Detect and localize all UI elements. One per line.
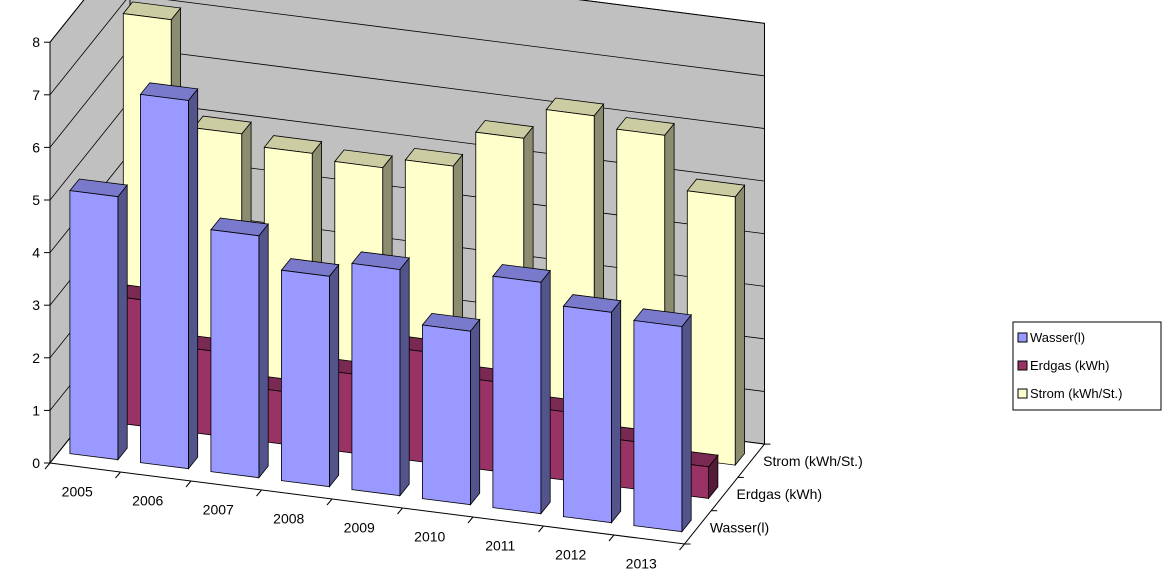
legend-swatch-1	[1017, 360, 1028, 371]
bar-side	[611, 299, 622, 524]
bar	[280, 258, 340, 488]
x-tick-mark	[679, 543, 685, 551]
bar-side	[399, 256, 410, 497]
y-tick-label: 0	[32, 455, 40, 471]
x-tick-label: 2011	[485, 538, 515, 554]
bar-front	[633, 320, 683, 533]
x-tick-mark	[185, 480, 192, 488]
bar-front	[69, 190, 119, 461]
legend-swatch-0	[1017, 332, 1028, 343]
x-tick-label: 2009	[344, 520, 375, 536]
bar-side	[469, 318, 481, 506]
bar	[69, 178, 128, 461]
bar-side	[540, 269, 551, 515]
bar-front	[421, 324, 471, 506]
x-tick-mark	[44, 462, 51, 470]
x-tick-mark	[115, 471, 121, 479]
legend-label-0: Wasser(l)	[1030, 330, 1085, 345]
legend-swatch-2	[1017, 388, 1028, 399]
x-tick-mark	[256, 489, 262, 497]
z-tick-label: Erdgas (kWh)	[737, 486, 823, 502]
legend-box	[1012, 321, 1162, 411]
bar	[210, 217, 269, 479]
bar-front	[492, 275, 542, 515]
x-tick-label: 2006	[132, 493, 163, 509]
bar-front	[280, 269, 330, 488]
y-tick-label: 6	[32, 139, 40, 155]
axes	[44, 41, 771, 551]
legend: Wasser(l) Erdgas (kWh) Strom (kWh/St.)	[1012, 321, 1162, 411]
bar-front	[210, 229, 260, 479]
bar-side	[187, 87, 199, 470]
x-tick-mark	[467, 516, 474, 524]
z-tick-label: Strom (kWh/St.)	[763, 453, 863, 469]
labels: 0 1 2 3 4 5 6 7 8 2005 2006 2007 2008 2009 2010 2011 201…	[32, 34, 863, 571]
bar	[421, 312, 481, 506]
y-tick-label: 7	[32, 87, 40, 103]
bar	[351, 251, 410, 497]
bar-side	[117, 183, 128, 461]
y-tick-label: 1	[32, 402, 40, 418]
bar-side	[734, 184, 745, 467]
bar	[139, 82, 199, 470]
bar	[492, 264, 551, 515]
bar	[562, 294, 622, 524]
x-tick-mark	[538, 525, 544, 533]
x-tick-label: 2012	[555, 547, 586, 563]
bar-front	[351, 262, 401, 497]
gridline	[49, 0, 765, 96]
bar-front	[139, 93, 189, 470]
legend-label-2: Strom (kWh/St.)	[1030, 386, 1122, 401]
x-tick-mark	[326, 498, 333, 506]
bar-front	[563, 305, 612, 524]
x-tick-label: 2007	[203, 502, 234, 518]
z-tick-label: Wasser(l)	[710, 519, 769, 535]
y-tick-label: 4	[32, 245, 40, 261]
bar-side	[328, 263, 340, 488]
bar	[633, 308, 692, 533]
x-tick-label: 2010	[414, 529, 445, 545]
bar	[686, 178, 746, 467]
gridline	[49, 0, 765, 43]
bar-side	[258, 222, 269, 479]
x-tick-mark	[397, 507, 403, 515]
x-tick-label: 2008	[273, 511, 304, 527]
bars	[69, 1, 746, 533]
bar-front	[686, 190, 736, 466]
bar-side	[681, 313, 692, 533]
legend-label-1: Erdgas (kWh)	[1030, 358, 1109, 373]
x-tick-label: 2005	[62, 484, 93, 500]
y-tick-label: 3	[32, 297, 40, 313]
x-tick-mark	[608, 534, 615, 542]
y-tick-label: 2	[32, 350, 40, 366]
x-tick-label: 2013	[626, 556, 657, 572]
y-tick-label: 8	[32, 34, 40, 50]
y-tick-label: 5	[32, 192, 40, 208]
